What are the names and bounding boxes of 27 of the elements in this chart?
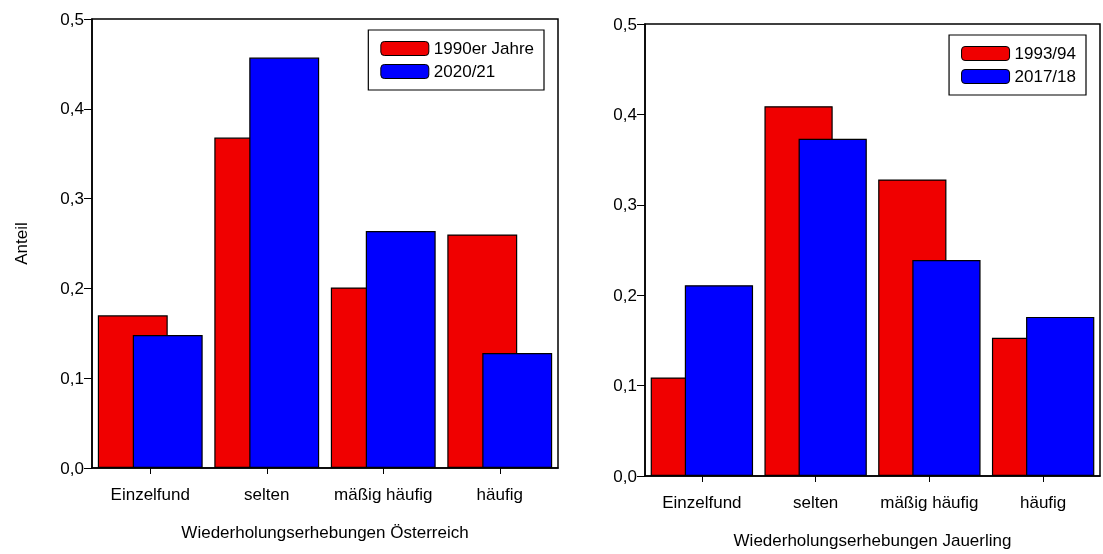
x-axis-title: Wiederholungserhebungen Österreich [181,523,469,542]
x-tick-label: mäßig häufig [334,485,433,504]
y-axis-title: Anteil [12,222,31,265]
x-tick-label: häufig [1019,493,1067,512]
legend-label: 1990er Jahre [433,39,535,58]
y-tick-label: 0,4 [60,99,84,119]
y-tick-label: 0,0 [60,458,84,478]
x-tick-label: mäßig häufig [880,493,979,512]
y-tick-label: 0,4 [613,104,637,124]
y-tick-label: 0,2 [60,278,84,298]
legend-label: 2020/21 [433,62,496,81]
x-tick-label: Einzelfund [110,485,190,504]
x-tick-label: selten [244,485,290,504]
y-tick-label: 0,1 [613,376,637,396]
x-tick-label: häufig [476,485,523,504]
y-tick-label: 0,5 [60,9,84,29]
x-tick-label: selten [792,493,839,512]
y-tick-label: 0,0 [613,466,637,486]
legend-label: 2017/18 [1014,67,1076,86]
y-tick-label: 0,2 [613,285,637,305]
x-axis-title: Wiederholungserhebungen Jauerling [733,531,1012,550]
y-tick-label: 0,3 [60,189,84,209]
y-tick-label: 0,1 [60,368,84,388]
x-tick-label: Einzelfund [662,493,742,512]
y-tick-label: 0,5 [613,14,637,34]
legend-label: 1993/94 [1014,44,1076,63]
y-tick-label: 0,3 [613,195,637,215]
